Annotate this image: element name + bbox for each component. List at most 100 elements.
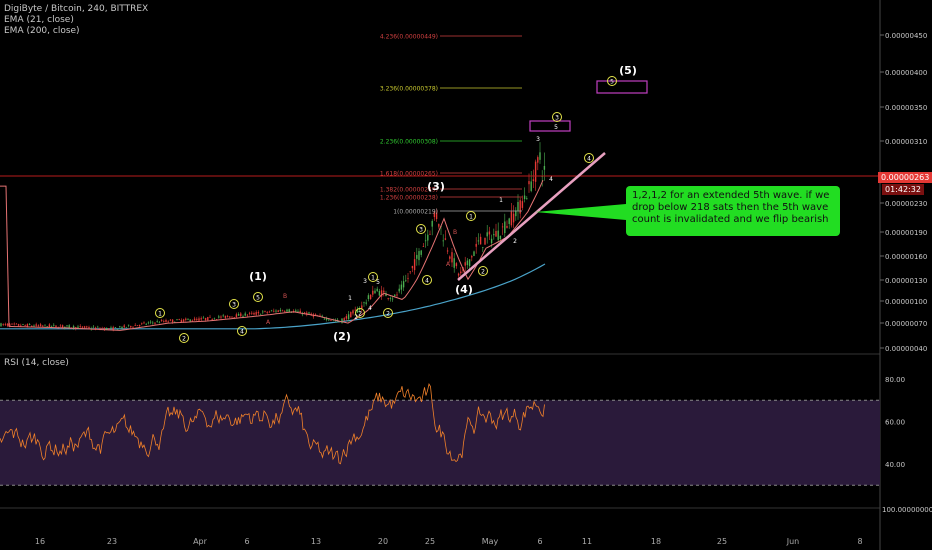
candle-body <box>400 284 403 290</box>
candle-body <box>141 323 143 325</box>
candle-body <box>13 323 15 325</box>
minor-wave-label: 4 <box>587 156 591 163</box>
candle-body <box>369 294 372 300</box>
candle-body <box>521 201 524 208</box>
candle-body <box>145 323 147 325</box>
minor-wave-label: 2 <box>386 311 390 318</box>
x-tick-label: 11 <box>582 537 592 546</box>
candle-body <box>394 294 396 297</box>
candle-body <box>130 325 132 328</box>
y-tick-label: 0.00000190 <box>885 229 927 237</box>
candle-body <box>501 226 504 228</box>
candle-body <box>268 311 271 313</box>
candle-body <box>310 313 312 315</box>
fib-level-label: 1.236(0.00000238) <box>380 195 438 202</box>
x-tick-label: 20 <box>378 537 388 546</box>
x-tick-label: 13 <box>311 537 321 546</box>
candle-body <box>418 251 420 261</box>
candle-body <box>136 325 139 327</box>
candle-body <box>449 256 451 259</box>
minor-wave-label: 5 <box>256 295 260 302</box>
candle-body <box>270 310 273 312</box>
candle-body <box>446 250 449 252</box>
target-box-5 <box>596 80 648 94</box>
candle-body <box>253 313 255 315</box>
candle-body <box>341 318 343 323</box>
candle-body <box>295 310 297 312</box>
candle-body <box>433 212 436 218</box>
candle-body <box>457 273 460 276</box>
minor-wave-label: 1 <box>371 275 375 282</box>
candle-body <box>429 233 431 235</box>
candle-body <box>110 327 112 329</box>
candle-body <box>257 312 260 314</box>
candle-body <box>81 326 84 328</box>
x-tick-label: 25 <box>425 537 435 546</box>
candle-body <box>213 318 216 320</box>
candle-body <box>0 323 2 327</box>
trend-line <box>457 152 606 281</box>
candle-body <box>488 231 491 235</box>
candle-body <box>409 271 411 273</box>
candle-body <box>356 309 359 313</box>
candle-body <box>352 310 354 314</box>
candle-body <box>44 324 46 326</box>
candle-body <box>55 325 57 327</box>
wave-circle <box>383 308 393 318</box>
candle-body <box>229 316 231 318</box>
minor-wave-label: 2 <box>182 336 186 343</box>
candle-body <box>387 298 389 299</box>
minor-wave-label: 2 <box>481 269 485 276</box>
candle-body <box>185 318 187 320</box>
candle-body <box>196 318 198 320</box>
symbol-title: DigiByte / Bitcoin, 240, BITTREX <box>4 4 149 14</box>
correction-label: B <box>453 229 457 236</box>
candle-body <box>475 243 477 247</box>
x-tick-label: Jun <box>786 537 800 546</box>
candle-body <box>297 311 299 313</box>
candle-body <box>499 235 502 239</box>
candle-body <box>180 319 183 322</box>
candle-body <box>123 325 125 328</box>
candle-body <box>182 319 185 322</box>
major-wave-label: (2) <box>333 330 351 343</box>
candle-body <box>222 315 224 317</box>
candle-body <box>361 305 363 309</box>
candle-body <box>427 234 429 241</box>
y-tick-label: 0.00000160 <box>885 253 927 261</box>
rsi-legend: RSI (14, close) <box>4 358 69 368</box>
fib-level-label: 2.236(0.00000308) <box>380 139 438 146</box>
minor-wave-label: 2 <box>358 311 362 318</box>
candle-body <box>132 326 134 328</box>
y-tick-label: 0.00000130 <box>885 277 927 285</box>
candle-body <box>178 319 180 320</box>
y-tick-label: 0.00000100 <box>885 298 927 306</box>
candle-body <box>405 280 407 282</box>
countdown-tag: 01:42:32 <box>882 184 924 195</box>
minor-wave-label: 3 <box>555 115 559 122</box>
candle-body <box>319 315 321 317</box>
candle-body <box>323 318 326 320</box>
wave-circle <box>416 224 426 234</box>
candle-body <box>517 202 519 211</box>
candle-body <box>424 240 427 242</box>
wave-number: 5 <box>554 124 558 131</box>
target-box-3 <box>529 120 571 132</box>
candle-body <box>512 213 515 223</box>
candle-body <box>59 325 62 327</box>
rsi-band <box>0 400 880 486</box>
candle-body <box>163 321 165 323</box>
minor-wave-label: 3 <box>419 227 423 234</box>
candle-body <box>493 234 495 236</box>
candle-body <box>83 326 86 328</box>
candle-body <box>127 324 130 326</box>
wave-circle <box>584 153 594 163</box>
candle-body <box>451 252 453 263</box>
major-wave-label: (3) <box>427 180 445 193</box>
x-tick-label: 18 <box>651 537 661 546</box>
candle-body <box>108 328 110 329</box>
candle-body <box>215 319 218 320</box>
candle-body <box>149 321 152 323</box>
candle-body <box>468 259 471 266</box>
